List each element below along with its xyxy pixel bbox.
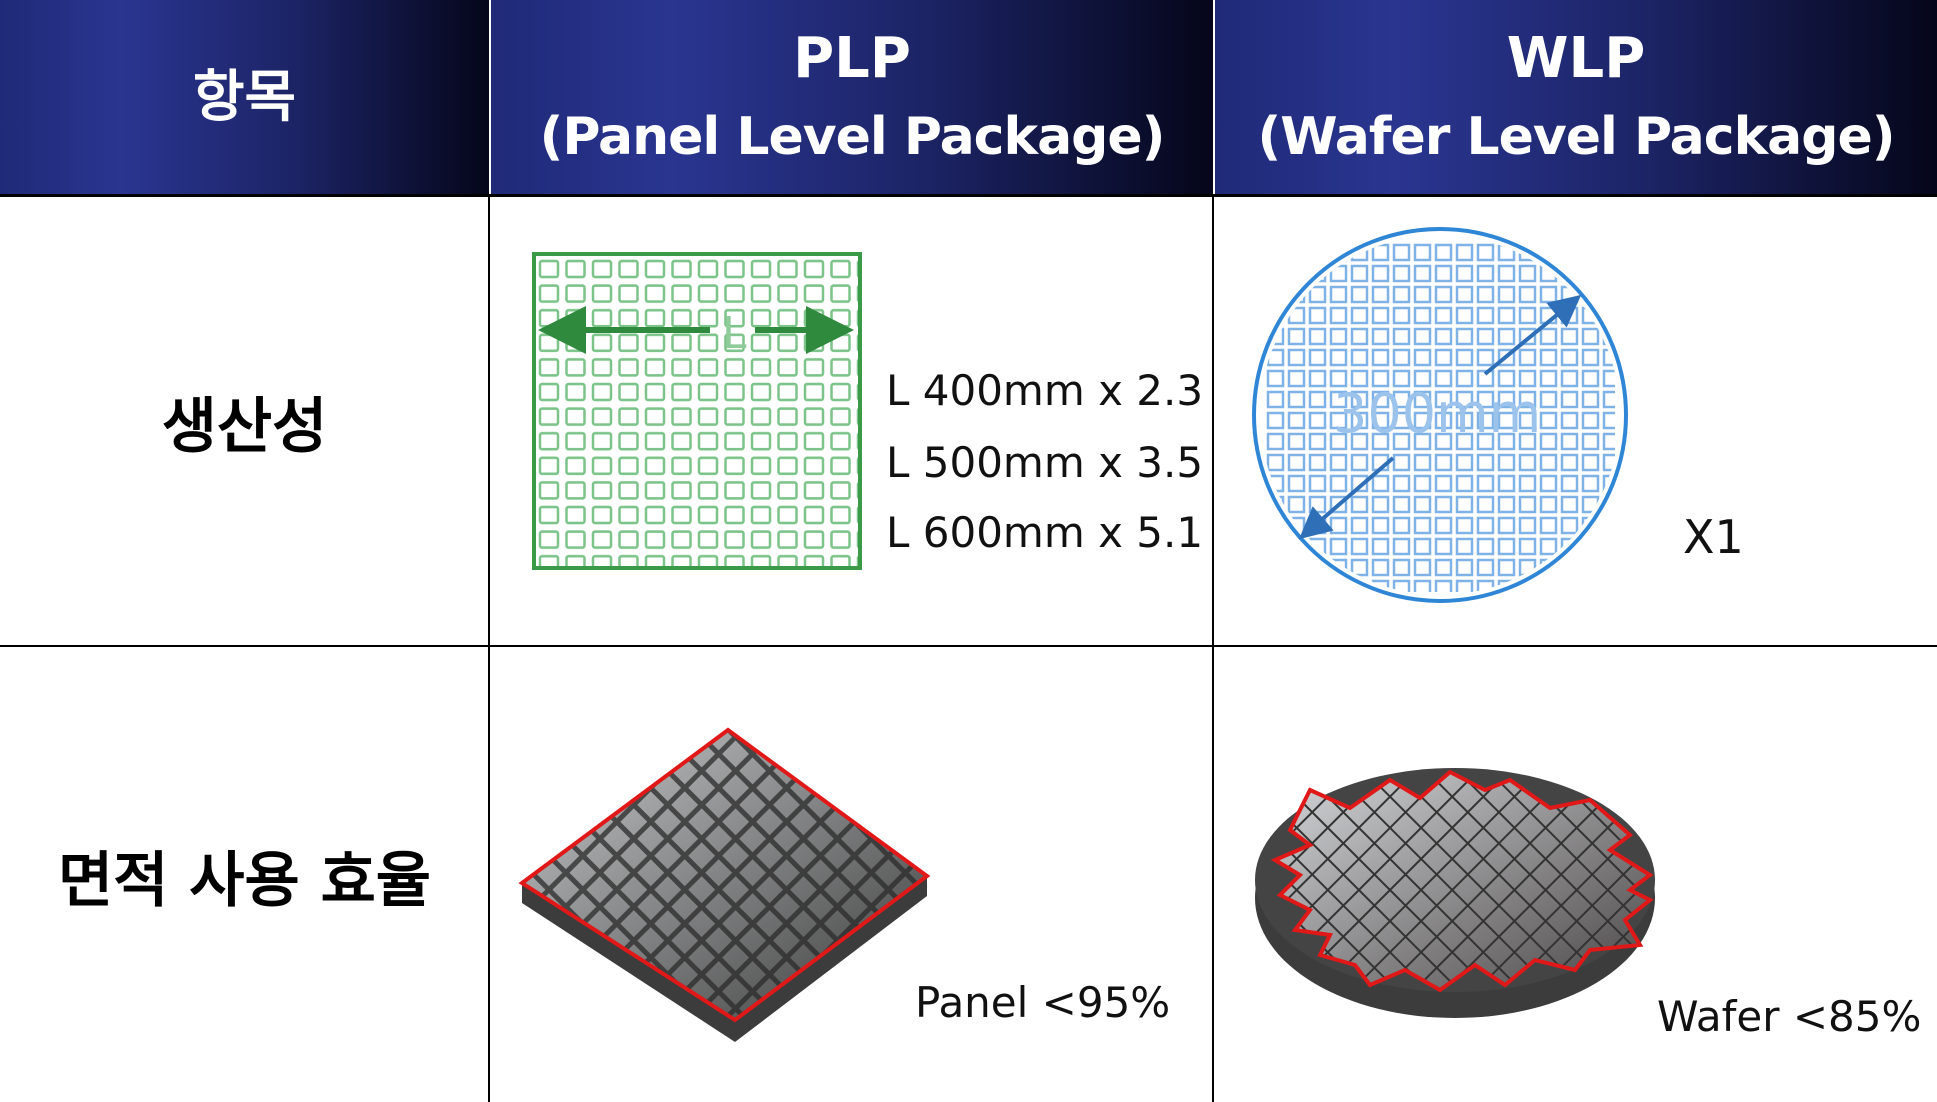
wafer-multiplier: X1 bbox=[1683, 510, 1744, 564]
header-cell-plp: PLP (Panel Level Package) bbox=[491, 0, 1213, 195]
header-plp-title: PLP bbox=[793, 25, 911, 91]
panel-spec-600: L 600mm x 5.1 bbox=[886, 508, 1204, 557]
panel-spec-500: L 500mm x 3.5 bbox=[886, 438, 1204, 487]
header-item-label: 항목 bbox=[192, 64, 297, 130]
panel-grid-diagram: L bbox=[532, 252, 862, 570]
wafer-3d-illustration bbox=[1255, 768, 1655, 1018]
header-wlp-title: WLP bbox=[1506, 25, 1646, 91]
header-divider bbox=[0, 194, 1937, 197]
wafer-efficiency-caption: Wafer <85% bbox=[1657, 992, 1922, 1041]
panel-efficiency-caption: Panel <95% bbox=[915, 978, 1171, 1027]
column-divider-2 bbox=[1212, 195, 1214, 1102]
wafer-diameter-label: 300mm bbox=[1333, 382, 1541, 445]
header-cell-wlp: WLP (Wafer Level Package) bbox=[1215, 0, 1937, 195]
panel-spec-400: L 400mm x 2.3 bbox=[886, 366, 1204, 415]
panel-3d-illustration bbox=[518, 727, 931, 1042]
row-label-area-efficiency: 면적 사용 효율 bbox=[58, 846, 431, 916]
header-cell-item: 항목 bbox=[0, 0, 489, 195]
column-divider-1 bbox=[488, 195, 490, 1102]
row-label-productivity: 생산성 bbox=[161, 392, 328, 462]
wafer-grid-diagram: 300mm bbox=[1252, 227, 1628, 603]
header-wlp-subtitle: (Wafer Level Package) bbox=[1257, 106, 1895, 167]
row-divider bbox=[0, 645, 1937, 647]
panel-dimension-label: L bbox=[722, 308, 747, 359]
header-plp-subtitle: (Panel Level Package) bbox=[539, 106, 1166, 167]
